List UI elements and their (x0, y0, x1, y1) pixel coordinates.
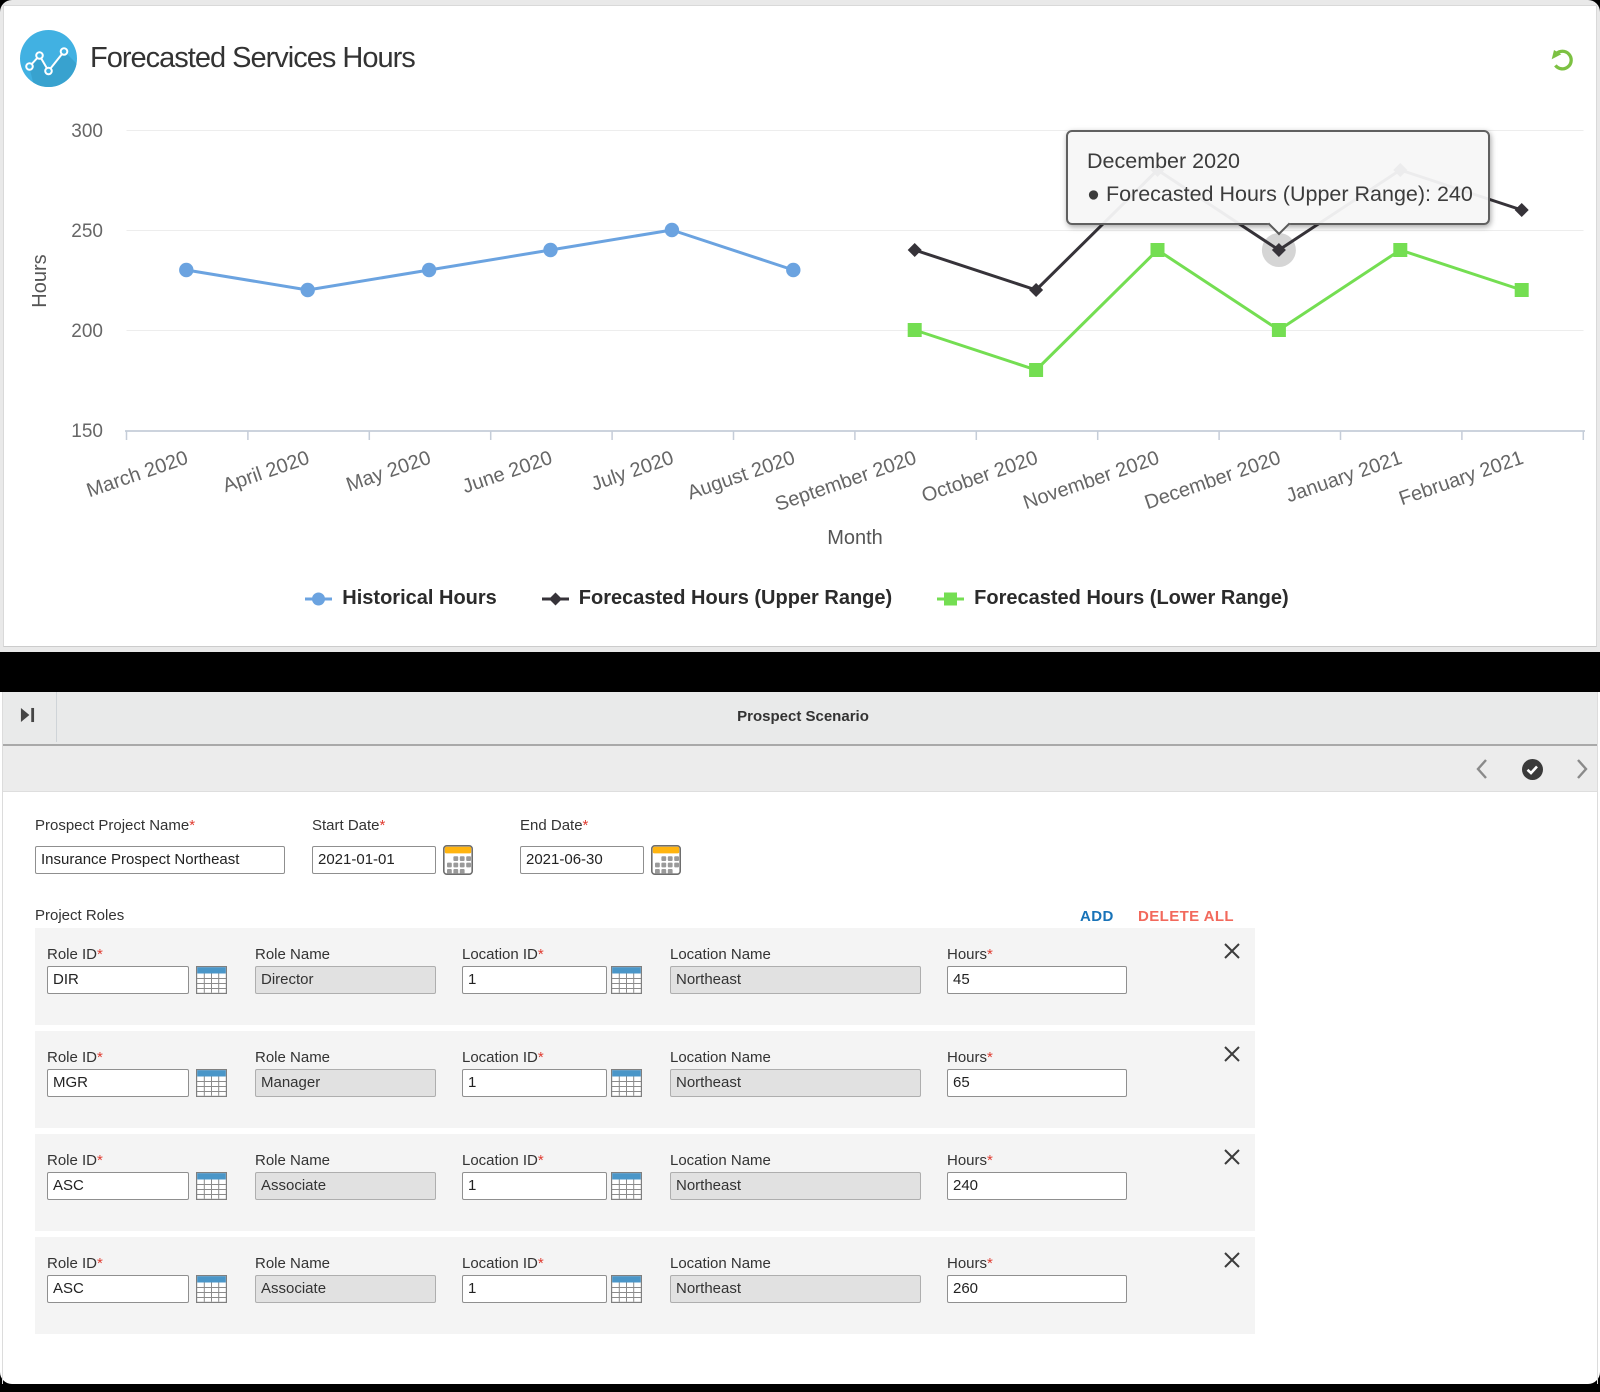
svg-text:September 2020: September 2020 (772, 447, 919, 516)
svg-text:200: 200 (71, 321, 103, 342)
svg-text:July 2020: July 2020 (588, 447, 676, 496)
svg-text:November 2020: November 2020 (1020, 447, 1162, 514)
svg-text:December 2020: December 2020 (1142, 447, 1284, 514)
svg-text:June 2020: June 2020 (460, 447, 555, 498)
svg-text:January 2021: January 2021 (1283, 447, 1405, 507)
svg-text:250: 250 (71, 221, 103, 242)
svg-text:April 2020: April 2020 (220, 447, 312, 497)
svg-text:February 2021: February 2021 (1396, 447, 1526, 510)
svg-text:May 2020: May 2020 (344, 447, 434, 496)
svg-text:Month: Month (827, 527, 883, 549)
svg-text:150: 150 (71, 421, 103, 442)
svg-text:Hours: Hours (29, 254, 51, 307)
svg-text:300: 300 (71, 121, 103, 142)
svg-text:March 2020: March 2020 (84, 447, 191, 502)
